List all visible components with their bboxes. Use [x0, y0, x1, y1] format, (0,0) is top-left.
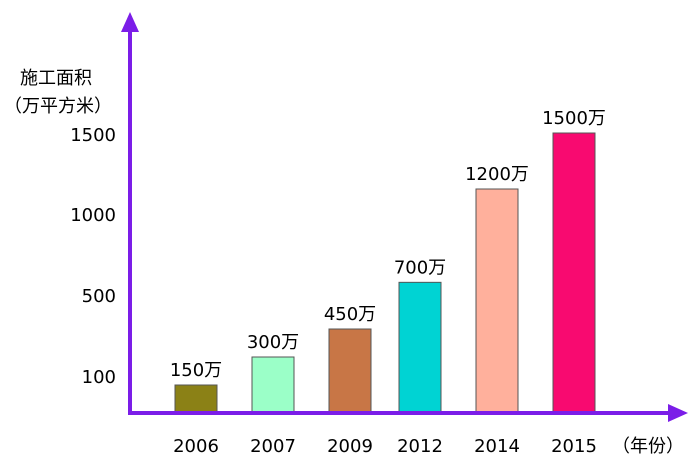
data-label-2007: 300万 [247, 332, 299, 353]
x-tick-label-2015: 2015 [551, 436, 597, 457]
data-labels-group: 150万 300万 450万 700万 1200万 1500万 [170, 108, 606, 381]
x-axis-arrow [668, 404, 688, 422]
x-tick-label-2012: 2012 [397, 436, 443, 457]
y-axis-arrow [121, 12, 139, 32]
y-axis-title-line2: （万平方米） [4, 96, 112, 117]
x-tick-label-2014: 2014 [474, 436, 520, 457]
bar-2015 [552, 132, 596, 414]
y-tick-label-500: 500 [82, 286, 116, 307]
x-tick-labels-group: 2006 2007 2009 2012 2014 2015 [173, 436, 597, 457]
bar-2007 [251, 356, 295, 414]
data-label-2015: 1500万 [542, 108, 606, 129]
y-tick-label-100: 100 [82, 367, 116, 388]
bar-2012 [398, 281, 442, 414]
x-tick-label-2006: 2006 [173, 436, 219, 457]
y-tick-label-1500: 1500 [70, 125, 116, 146]
bar-2014 [475, 188, 519, 414]
data-label-2012: 700万 [394, 257, 446, 278]
x-axis-title: （年份） [612, 436, 684, 457]
x-tick-label-2009: 2009 [327, 436, 373, 457]
bar-2006 [174, 384, 218, 414]
y-tick-label-1000: 1000 [70, 205, 116, 226]
y-tick-labels-group: 100 500 1000 1500 [70, 125, 116, 388]
bars-group [174, 132, 596, 414]
data-label-2006: 150万 [170, 360, 222, 381]
data-label-2009: 450万 [324, 304, 376, 325]
bar-2009 [328, 328, 372, 414]
y-axis-title-line1: 施工面积 [20, 68, 92, 89]
x-tick-label-2007: 2007 [250, 436, 296, 457]
data-label-2014: 1200万 [465, 164, 529, 185]
